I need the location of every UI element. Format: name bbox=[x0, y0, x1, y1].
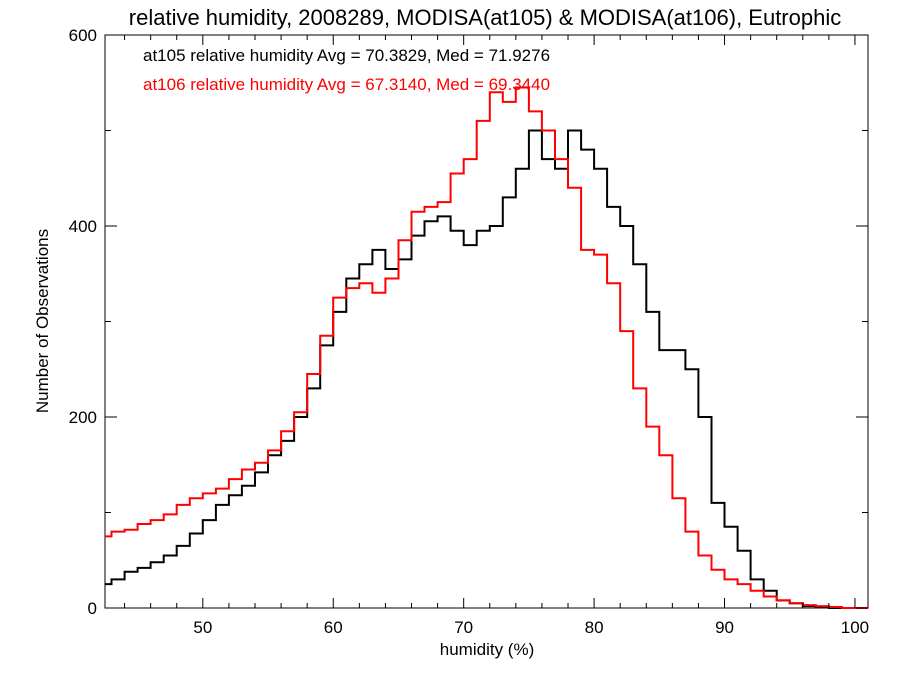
y-tick-label: 400 bbox=[69, 217, 97, 236]
annotation-at106: at106 relative humidity Avg = 67.3140, M… bbox=[143, 75, 550, 94]
series-layer bbox=[105, 86, 868, 609]
x-tick-label: 80 bbox=[585, 618, 604, 637]
series-at105-line bbox=[105, 129, 868, 609]
x-tick-label: 70 bbox=[454, 618, 473, 637]
x-tick-label: 50 bbox=[193, 618, 212, 637]
annotation-at105: at105 relative humidity Avg = 70.3829, M… bbox=[143, 46, 550, 65]
y-tick-label: 0 bbox=[88, 599, 97, 618]
y-tick-label: 200 bbox=[69, 408, 97, 427]
x-axis-label: humidity (%) bbox=[440, 640, 534, 659]
x-tick-label: 100 bbox=[841, 618, 869, 637]
y-tick-label: 600 bbox=[69, 26, 97, 45]
series-at106-line bbox=[105, 86, 868, 609]
y-axis-label: Number of Observations bbox=[33, 229, 52, 413]
axis-ticks: 50 60 70 80 90 100 0 200 400 600 bbox=[69, 26, 870, 637]
x-tick-label: 60 bbox=[324, 618, 343, 637]
x-tick-label: 90 bbox=[715, 618, 734, 637]
chart-title: relative humidity, 2008289, MODISA(at105… bbox=[129, 5, 841, 30]
